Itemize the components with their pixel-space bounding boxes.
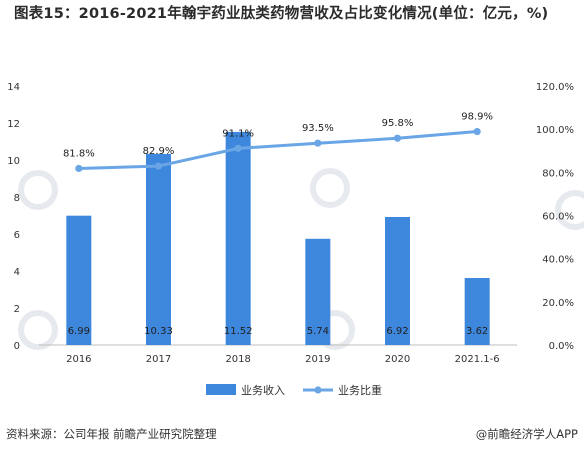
bar <box>66 215 92 345</box>
x-tick-label: 2021.1-6 <box>455 354 500 365</box>
legend-bar-label: 业务收入 <box>241 383 285 397</box>
y-left-tick-label: 10 <box>7 156 20 167</box>
y-right-tick-label: 0.0% <box>549 341 574 352</box>
line-point <box>234 144 242 152</box>
watermark-logo-icon <box>555 190 584 230</box>
x-tick-label: 2020 <box>385 354 410 365</box>
line-point <box>154 162 163 170</box>
line-value-label: 95.8% <box>382 118 414 129</box>
y-right-tick-label: 100.0% <box>536 125 574 136</box>
y-left-tick-label: 14 <box>7 82 20 93</box>
y-right-tick-label: 20.0% <box>542 298 574 309</box>
line-point <box>393 134 402 142</box>
y-right-tick-label: 80.0% <box>542 168 574 179</box>
bars-layer: 6.99 10.33 11.52 5.74 6.92 3.62 <box>66 131 490 345</box>
bar <box>385 216 410 345</box>
bar-value-label: 11.52 <box>224 326 253 337</box>
y-right-tick-label: 60.0% <box>542 212 574 223</box>
x-tick-label: 2018 <box>225 354 250 365</box>
watermark-logo-icon <box>18 170 58 210</box>
y-right-tick-label: 120.0% <box>536 82 574 93</box>
series-line <box>78 130 478 170</box>
watermark-logo-icon <box>18 310 58 350</box>
bar <box>146 153 171 345</box>
watermark-layer <box>18 168 584 350</box>
brand-credit: @前瞻经济学人APP <box>475 427 578 441</box>
y-right-tick-label: 40.0% <box>542 255 574 266</box>
y-left-tick-label: 4 <box>14 267 20 278</box>
legend-line-label: 业务比重 <box>338 383 382 397</box>
legend-bar-swatch <box>206 384 236 395</box>
x-tick-label: 2016 <box>66 354 91 365</box>
line-value-label: 98.9% <box>461 112 493 123</box>
line-point <box>473 127 481 136</box>
line-point <box>314 139 322 147</box>
chart-title: 图表15：2016-2021年翰宇药业肽类药物营收及占比变化情况(单位：亿元，%… <box>14 6 549 22</box>
bar-value-label: 6.99 <box>68 326 90 337</box>
source-note: 资料来源：公司年报 前瞻产业研究院整理 <box>6 427 217 441</box>
y-left-tick-label: 6 <box>14 230 20 241</box>
line-layer: 81.8% 82.9% 91.1% 93.5% 95.8% 98.9% <box>63 112 493 173</box>
bar <box>225 131 251 345</box>
bar-value-label: 6.92 <box>386 326 408 337</box>
line-value-label: 91.1% <box>222 128 254 139</box>
x-tick-label: 2017 <box>146 354 171 365</box>
line-point <box>75 164 83 173</box>
axes-layer: 0 2 4 6 8 10 12 14 0.0% 20.0% 40.0% 60.0% 80.0% 100.0… <box>7 82 574 365</box>
bar-value-label: 10.33 <box>144 326 173 337</box>
bar <box>305 238 331 345</box>
y-left-tick-label: 12 <box>7 119 20 130</box>
line-value-label: 81.8% <box>63 148 95 159</box>
x-tick-label: 2019 <box>305 354 330 365</box>
y-left-tick-label: 2 <box>14 304 20 315</box>
line-value-label: 93.5% <box>302 123 334 134</box>
watermark-logo-icon <box>310 168 350 208</box>
y-left-tick-label: 8 <box>14 193 20 204</box>
legend: 业务收入 业务比重 <box>206 383 382 397</box>
line-value-label: 82.9% <box>143 146 175 157</box>
y-left-tick-label: 0 <box>14 341 20 352</box>
bar-value-label: 3.62 <box>466 326 488 337</box>
bar-value-label: 5.74 <box>307 326 329 337</box>
legend-line-marker <box>314 386 322 394</box>
footer: 资料来源：公司年报 前瞻产业研究院整理 @前瞻经济学人APP <box>0 426 584 446</box>
bar <box>464 278 490 345</box>
